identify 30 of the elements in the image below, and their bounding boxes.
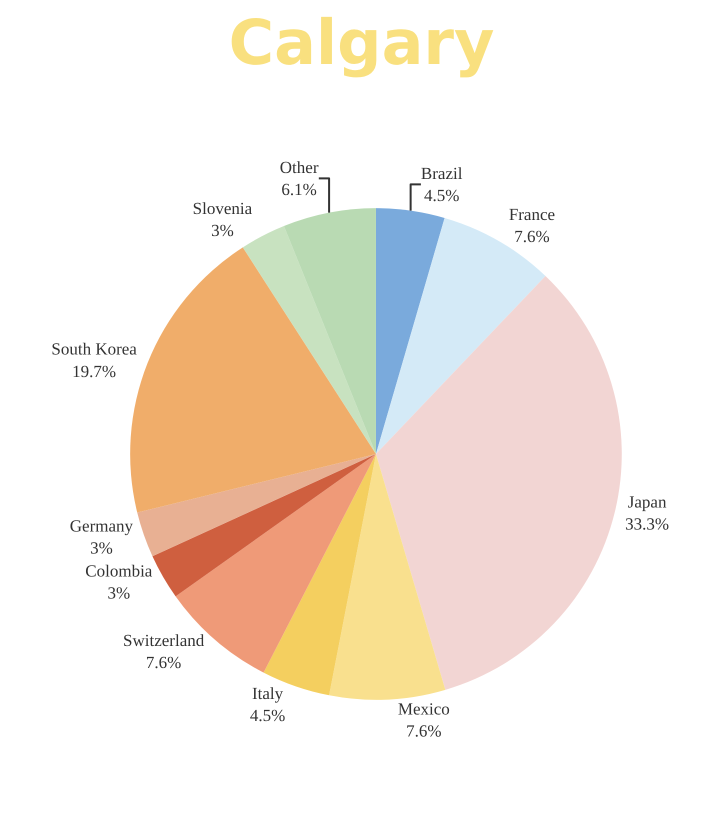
slice-label: Other bbox=[280, 158, 319, 177]
data-label: 6.1% bbox=[281, 180, 317, 199]
pie-slice bbox=[152, 454, 376, 596]
pie-slice bbox=[284, 208, 376, 454]
chart-title: Calgary bbox=[228, 6, 494, 79]
data-label: 3% bbox=[211, 221, 234, 240]
data-label: 19.7% bbox=[72, 362, 116, 381]
data-label: 33.3% bbox=[625, 514, 670, 534]
pie-slice bbox=[242, 226, 376, 454]
data-label: 7.6% bbox=[406, 722, 442, 741]
data-label: 3% bbox=[107, 584, 130, 603]
data-label: 4.5% bbox=[424, 186, 460, 205]
pie-slice bbox=[329, 454, 446, 700]
slice-label: Brazil bbox=[420, 164, 463, 183]
slice-label: France bbox=[508, 204, 556, 224]
slice-label: South Korea bbox=[51, 340, 138, 359]
pie-slice bbox=[137, 454, 376, 556]
pie-slice bbox=[376, 208, 445, 454]
slice-label: Mexico bbox=[398, 699, 450, 718]
slice-label: Germany bbox=[70, 516, 134, 536]
data-label: 3% bbox=[90, 538, 113, 558]
data-label: 7.6% bbox=[514, 227, 550, 246]
pie-slice bbox=[376, 276, 622, 690]
slice-label: Switzerland bbox=[123, 630, 205, 650]
data-label: 7.6% bbox=[146, 653, 182, 672]
data-label: 4.5% bbox=[250, 706, 286, 726]
slice-label: Slovenia bbox=[192, 198, 253, 218]
slice-label: Japan bbox=[628, 492, 667, 512]
slice-label: Italy bbox=[252, 684, 284, 704]
slice-label: Colombia bbox=[85, 561, 153, 580]
